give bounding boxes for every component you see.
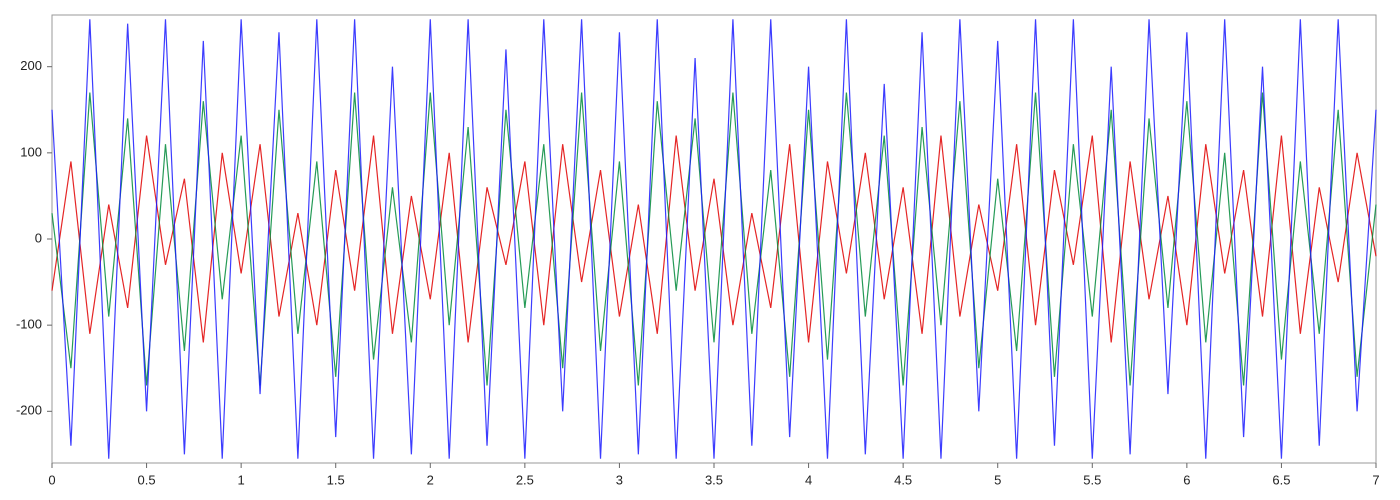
x-tick-label: 2 (427, 472, 434, 487)
x-tick-label: 1.5 (327, 472, 345, 487)
y-tick-label: 200 (20, 58, 42, 73)
signal-trace (51, 19, 1377, 459)
y-tick-label: 100 (20, 144, 42, 159)
x-tick-label: 0 (48, 472, 55, 487)
x-tick-label: 4.5 (894, 472, 912, 487)
x-tick-label: 5 (994, 472, 1001, 487)
x-tick-label: 1 (238, 472, 245, 487)
x-tick-label: 7 (1372, 472, 1379, 487)
x-tick-label: 4 (805, 472, 812, 487)
y-tick-label: 0 (35, 230, 42, 245)
x-tick-label: 6.5 (1272, 472, 1290, 487)
plot-frame (51, 14, 1377, 464)
y-tick-label: -100 (16, 317, 42, 332)
signal-trace (51, 135, 1377, 343)
x-tick-label: 5.5 (1083, 472, 1101, 487)
x-tick-label: 3.5 (705, 472, 723, 487)
y-tick-label: -200 (16, 403, 42, 418)
signal-trace (51, 92, 1377, 386)
x-tick-label: 0.5 (138, 472, 156, 487)
x-tick-label: 6 (1183, 472, 1190, 487)
x-tick-label: 3 (616, 472, 623, 487)
x-tick-label: 2.5 (516, 472, 534, 487)
